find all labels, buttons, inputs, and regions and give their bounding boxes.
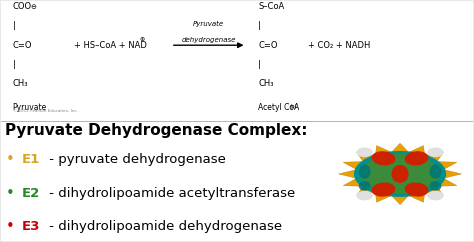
Text: Acetyl CoA: Acetyl CoA (258, 103, 300, 112)
Text: Pyruvate Dehydrogenase Complex:: Pyruvate Dehydrogenase Complex: (5, 123, 308, 138)
Text: - dihydrolipoamide acetyltransferase: - dihydrolipoamide acetyltransferase (45, 187, 295, 200)
Ellipse shape (359, 164, 371, 179)
Ellipse shape (427, 191, 444, 200)
FancyBboxPatch shape (0, 1, 474, 121)
Ellipse shape (356, 191, 373, 200)
Text: COO: COO (12, 2, 32, 11)
Polygon shape (338, 143, 462, 204)
Text: E1: E1 (22, 153, 40, 166)
Text: + CO₂ + NADH: + CO₂ + NADH (308, 41, 370, 50)
Text: ⊖: ⊖ (30, 4, 36, 10)
Ellipse shape (429, 164, 441, 179)
Text: - dihydrolipoamide dehydrogenase: - dihydrolipoamide dehydrogenase (45, 220, 282, 233)
Text: © 2012 Pearson Education, Inc.: © 2012 Pearson Education, Inc. (12, 109, 77, 113)
Ellipse shape (405, 151, 428, 166)
Ellipse shape (405, 182, 428, 197)
Text: C=O: C=O (258, 41, 278, 50)
Ellipse shape (361, 155, 439, 193)
FancyBboxPatch shape (0, 121, 474, 241)
Ellipse shape (372, 151, 395, 166)
Text: E2: E2 (22, 187, 40, 200)
Text: (b): (b) (290, 104, 298, 109)
Text: |: | (12, 60, 15, 69)
Text: CH₃: CH₃ (12, 79, 28, 88)
Text: S–CoA: S–CoA (258, 2, 284, 11)
Ellipse shape (372, 182, 395, 197)
Ellipse shape (427, 147, 444, 157)
Text: •: • (5, 186, 14, 201)
Text: ⊕: ⊕ (139, 37, 145, 42)
Ellipse shape (429, 181, 441, 191)
Text: •: • (5, 152, 14, 167)
Text: CH₃: CH₃ (258, 79, 274, 88)
Ellipse shape (354, 151, 446, 197)
Text: |: | (258, 60, 261, 69)
Text: + HS–CoA + NAD: + HS–CoA + NAD (74, 41, 147, 50)
Ellipse shape (356, 147, 373, 157)
Text: |: | (12, 22, 15, 30)
Ellipse shape (359, 181, 371, 191)
Text: |: | (258, 22, 261, 30)
Text: Pyruvate: Pyruvate (193, 21, 224, 27)
Text: •: • (5, 219, 14, 234)
Text: E3: E3 (22, 220, 40, 233)
Text: Pyruvate: Pyruvate (12, 103, 47, 112)
Ellipse shape (360, 154, 440, 194)
Text: - pyruvate dehydrogenase: - pyruvate dehydrogenase (45, 153, 226, 166)
Text: dehydrogenase: dehydrogenase (182, 38, 236, 43)
Text: C=O: C=O (12, 41, 32, 50)
Ellipse shape (392, 165, 409, 183)
